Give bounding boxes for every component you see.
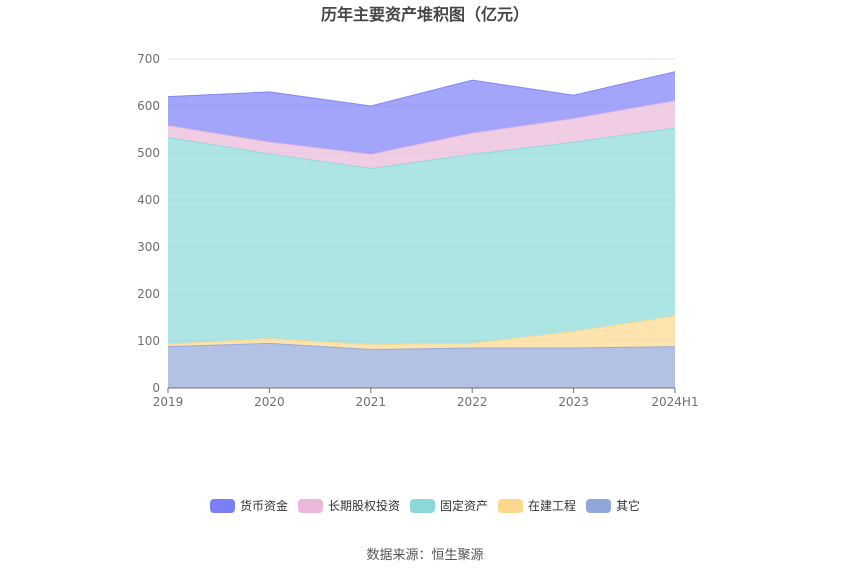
y-tick-label: 400 — [137, 193, 160, 207]
y-tick-label: 500 — [137, 146, 160, 160]
legend-swatch — [298, 499, 323, 513]
y-tick-label: 300 — [137, 240, 160, 254]
y-tick-label: 700 — [137, 52, 160, 66]
legend-item-长期股权投资[interactable]: 长期股权投资 — [298, 498, 400, 513]
legend-label: 货币资金 — [240, 498, 288, 513]
legend-item-在建工程[interactable]: 在建工程 — [498, 498, 576, 513]
area-在建工程 — [168, 316, 675, 350]
area-长期股权投资 — [168, 100, 675, 169]
x-tick-label: 2024H1 — [651, 395, 698, 409]
legend-item-其它[interactable]: 其它 — [586, 498, 640, 513]
area-series — [167, 71, 676, 388]
chart-title: 历年主要资产堆积图（亿元） — [321, 5, 529, 24]
legend-swatch — [210, 499, 235, 513]
x-tick-label: 2021 — [356, 395, 387, 409]
y-tick-label: 600 — [137, 99, 160, 113]
y-tick-label: 0 — [152, 381, 160, 395]
legend: 货币资金 长期股权投资 固定资产 在建工程 其它 — [210, 498, 640, 513]
legend-item-货币资金[interactable]: 货币资金 — [210, 498, 288, 513]
legend-swatch — [586, 499, 611, 513]
legend-label: 长期股权投资 — [328, 498, 400, 513]
area-货币资金 — [168, 71, 675, 155]
x-tick-label: 2022 — [457, 395, 488, 409]
y-tick-label: 200 — [137, 287, 160, 301]
area-line-货币资金 — [167, 71, 676, 107]
legend-label: 在建工程 — [528, 498, 576, 513]
y-tick-label: 100 — [137, 334, 160, 348]
legend-item-固定资产[interactable]: 固定资产 — [410, 498, 488, 513]
area-line-固定资产 — [167, 127, 676, 170]
legend-swatch — [410, 499, 435, 513]
area-固定资产 — [168, 128, 675, 345]
axes: 0 100 200 300 400 500 600 700 2019 2020 2021 2022 20… — [137, 52, 699, 409]
legend-label: 固定资产 — [440, 498, 488, 513]
area-其它 — [168, 343, 675, 388]
area-line-在建工程 — [167, 315, 676, 346]
legend-label: 其它 — [616, 498, 640, 513]
x-tick-label: 2023 — [558, 395, 589, 409]
legend-swatch — [498, 499, 523, 513]
area-line-其它 — [167, 342, 676, 350]
source-note: 数据来源：恒生聚源 — [366, 548, 483, 563]
x-tick-label: 2019 — [153, 395, 184, 409]
area-line-长期股权投资 — [167, 100, 676, 155]
x-tick-label: 2020 — [254, 395, 285, 409]
